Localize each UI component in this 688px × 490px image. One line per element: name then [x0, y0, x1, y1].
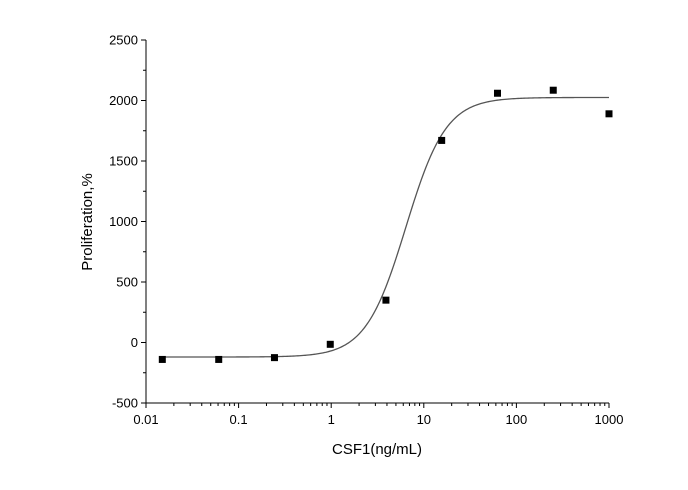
x-tick-label: 0.1: [230, 412, 248, 427]
y-tick-label: -500: [112, 396, 138, 411]
data-point: [549, 86, 557, 94]
y-tick-label: 0: [131, 335, 138, 350]
x-tick-label: 10: [417, 412, 431, 427]
plot-area: -500 0 500 1000 1500 2000 2500 0.01 0.1 1 10 100 10…: [109, 33, 623, 428]
y-tick-label: 500: [116, 275, 138, 290]
y-tick-label: 2000: [109, 93, 138, 108]
y-tick-label: 1000: [109, 214, 138, 229]
data-point: [215, 355, 223, 363]
x-axis-ticks: 0.01 0.1 1 10 100 1000: [133, 403, 623, 427]
data-point: [438, 136, 446, 144]
data-point: [270, 354, 278, 362]
fit-curve: [162, 96, 609, 358]
y-axis-ticks: -500 0 500 1000 1500 2000 2500: [109, 33, 146, 411]
x-tick-label: 1000: [595, 412, 624, 427]
y-axis-title: Proliferation,%: [79, 173, 96, 271]
data-point: [605, 110, 613, 118]
x-axis-title: CSF1(ng/mL): [332, 441, 422, 458]
data-point: [158, 355, 166, 363]
y-tick-label: 1500: [109, 154, 138, 169]
data-point: [493, 89, 501, 97]
data-points: [158, 86, 613, 363]
data-point: [326, 340, 334, 348]
data-point: [382, 296, 390, 304]
x-tick-label: 0.01: [133, 412, 158, 427]
x-tick-label: 1: [328, 412, 335, 427]
x-tick-label: 100: [506, 412, 528, 427]
y-tick-label: 2500: [109, 33, 138, 48]
